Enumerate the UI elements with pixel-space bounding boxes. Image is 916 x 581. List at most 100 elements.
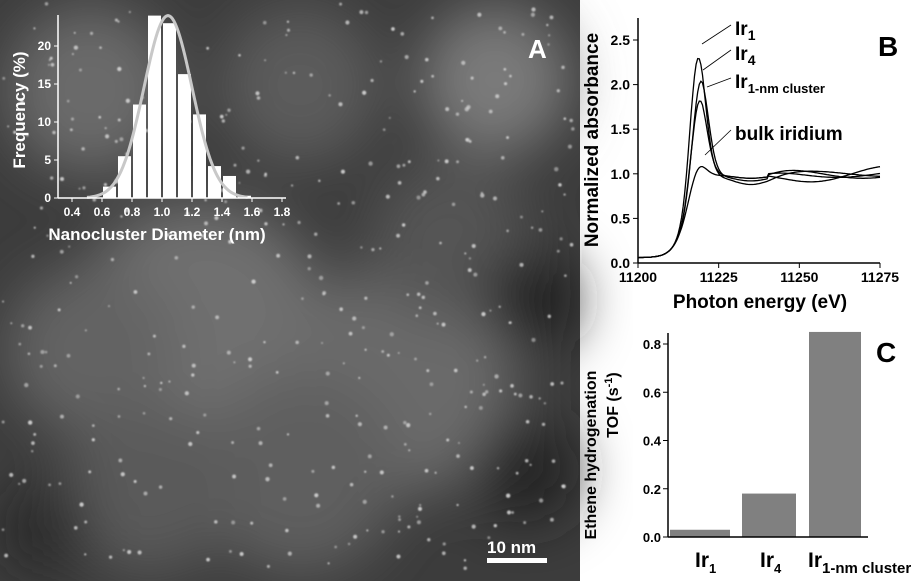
nanocluster-dot [530,226,534,230]
nanocluster-dot [255,91,260,96]
nanocluster-dot [231,520,236,525]
spectrum-line [637,57,880,259]
nanocluster-dot [538,498,544,503]
nanocluster-dot [99,46,102,49]
nanocluster-dot [456,454,460,458]
nanocluster-dot [241,146,245,150]
nanocluster-dot [550,382,555,386]
nanocluster-dot [282,223,285,226]
nanocluster-dot [331,465,336,470]
nanocluster-dot [465,137,469,142]
nanocluster-dot [487,536,491,540]
nanocluster-dot [417,506,422,511]
nanocluster-dot [125,98,131,103]
nanocluster-dot [328,94,331,97]
x-tick-label: 11250 [780,269,818,285]
nanocluster-dot [503,82,508,86]
micrograph-region [200,375,400,575]
nanocluster-dot [108,555,113,559]
nanocluster-dot [206,46,210,50]
nanocluster-dot [518,393,523,398]
nanocluster-dot [362,90,367,95]
nanocluster-dot [381,350,385,353]
nanocluster-dot [31,254,35,259]
x-axis-title: Nanocluster Diameter (nm) [48,225,265,244]
nanocluster-dot [361,326,365,330]
nanocluster-dot [401,223,406,227]
nanocluster-dot [75,394,80,399]
nanocluster-dot [558,183,562,187]
histogram-bar [133,104,146,198]
nanocluster-dot [307,266,311,271]
nanocluster-dot [549,15,554,20]
nanocluster-dot [53,364,57,368]
nanocluster-dot [119,137,124,142]
x-tick-label: 11200 [619,269,657,285]
nanocluster-dot [74,275,79,279]
nanocluster-dot [292,71,296,75]
nanocluster-dot [69,128,73,132]
nanocluster-dot [370,78,374,83]
nanocluster-dot [538,228,543,232]
y-tick-label: 20 [38,39,52,53]
nanocluster-dot [446,438,450,442]
nanocluster-dot [546,23,549,27]
nanocluster-dot [169,417,173,421]
nanocluster-dot [81,147,85,151]
y-tick-label: 2.5 [611,32,631,48]
nanocluster-dot [461,60,466,65]
nanocluster-dot [461,99,464,102]
nanocluster-dot [352,316,357,321]
nanocluster-dot [397,351,400,355]
nanocluster-dot [339,2,343,6]
nanocluster-dot [114,139,118,143]
nanocluster-dot [494,374,499,379]
nanocluster-dot [366,529,369,532]
nanocluster-dot [239,552,244,556]
nanocluster-dot [27,352,31,356]
nanocluster-dot [506,136,510,139]
y-tick-label: 2.0 [611,77,631,93]
tof-bar-chart: 0.0 0.2 0.4 0.6 0.8 Ir1 Ir4 Ir1-nm cluster Ethen… [583,331,911,577]
nanocluster-dot [7,125,10,128]
nanocluster-dot [226,350,231,355]
nanocluster-dot [28,325,32,330]
nanocluster-dot [560,381,564,385]
nanocluster-dot [263,173,268,178]
nanocluster-dot [468,257,472,260]
nanocluster-dot [117,20,120,23]
nanocluster-dot [233,361,236,364]
nanocluster-dot [143,384,147,388]
nanocluster-dot [174,255,179,260]
nanocluster-dot [265,476,270,482]
nanocluster-dot [510,384,514,388]
nanocluster-dot [128,10,131,14]
nanocluster-dot [91,438,95,442]
nanocluster-dot [117,415,121,418]
nanocluster-dot [379,247,382,250]
nanocluster-dot [420,79,424,83]
tof-bar [809,331,861,537]
nanocluster-dot [295,155,300,160]
nanocluster-dot [20,324,25,328]
nanocluster-dot [503,31,506,34]
nanocluster-dot [548,34,551,37]
nanocluster-dot [26,134,29,137]
nanocluster-dot [385,194,390,199]
nanocluster-dot [493,523,498,528]
nanocluster-dot [547,43,550,46]
nanocluster-dot [31,441,35,445]
nanocluster-dot [285,528,289,533]
nanocluster-dot [284,71,287,74]
nanocluster-dot [543,402,547,405]
nanocluster-dot [152,334,156,338]
series-pointer [702,49,732,71]
nanocluster-dot [388,116,391,119]
nanocluster-dot [70,117,75,121]
nanocluster-dot [49,176,54,180]
micrograph-region [5,265,175,435]
x-tick-label: 1.8 [274,205,291,219]
nanocluster-dot [407,160,411,164]
y-tick-label: 10 [38,115,52,129]
nanocluster-dot [398,518,401,522]
